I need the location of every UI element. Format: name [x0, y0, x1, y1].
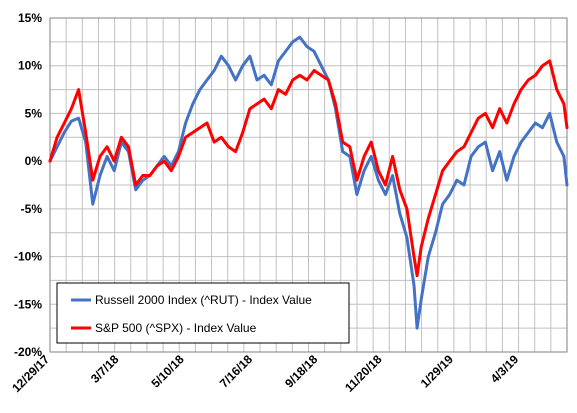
legend-label: S&P 500 (^SPX) - Index Value [95, 321, 257, 335]
series-line-russell-2000 [48, 35, 569, 330]
y-axis-tick-labels: 15% 10% 5% 0% -5% -10% -15% -20% [14, 11, 42, 359]
y-tick-label: 15% [18, 11, 42, 25]
series-lines [48, 35, 569, 330]
y-tick-label: -15% [14, 297, 42, 311]
y-tick-label: -10% [14, 250, 42, 264]
y-tick-label: -20% [14, 345, 42, 359]
series-line-sp-500 [48, 59, 569, 278]
y-tick-label: 10% [18, 59, 42, 73]
y-tick-label: 0% [25, 154, 43, 168]
legend-label: Russell 2000 Index (^RUT) - Index Value [95, 293, 312, 307]
y-tick-label: -5% [21, 202, 43, 216]
legend-box [56, 282, 350, 344]
legend: Russell 2000 Index (^RUT) - Index Value S… [56, 282, 350, 344]
y-tick-label: 5% [25, 106, 43, 120]
